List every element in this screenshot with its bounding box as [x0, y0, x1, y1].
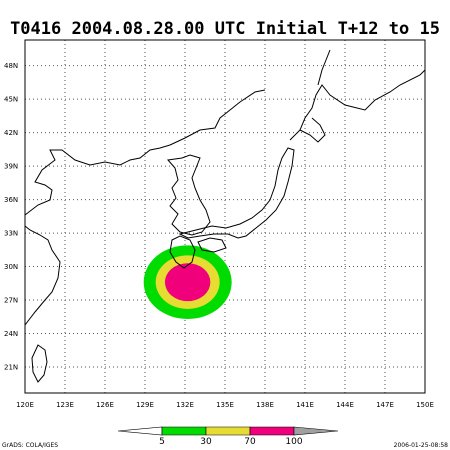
x-tick-label: 132E [176, 401, 194, 409]
footer-right: 2006-01-25-08:58 [394, 442, 449, 449]
y-tick-label: 21N [4, 363, 18, 371]
y-tick-label: 48N [4, 62, 18, 70]
x-tick-label: 144E [336, 401, 354, 409]
y-tick-label: 39N [4, 163, 18, 171]
colorbar-label: 70 [244, 437, 256, 447]
tick-labels: 120E 123E 126E 129E 132E 135E 138E 141E 144E 147E… [4, 62, 434, 409]
colorbar: 5 30 70 100 [117, 426, 339, 447]
y-tick-label: 24N [4, 330, 18, 338]
y-tick-label: 42N [4, 129, 18, 137]
y-tick-label: 30N [4, 263, 18, 271]
x-tick-label: 126E [96, 401, 114, 409]
y-tick-label: 27N [4, 297, 18, 305]
y-tick-label: 36N [4, 196, 18, 204]
colorbar-label: 100 [285, 437, 302, 447]
probability-contours [143, 245, 232, 320]
coastlines [24, 49, 426, 383]
x-tick-label: 150E [416, 401, 434, 409]
map-frame [24, 39, 426, 394]
colorbar-label: 30 [200, 437, 212, 447]
shikoku [197, 237, 227, 253]
x-tick-label: 120E [16, 401, 34, 409]
china-coast [24, 225, 61, 326]
y-tick-label: 33N [4, 230, 18, 238]
x-tick-label: 129E [136, 401, 154, 409]
probability-region [165, 263, 211, 302]
mainland-coast [24, 89, 266, 216]
x-tick-label: 141E [296, 401, 314, 409]
x-tick-label: 147E [376, 401, 394, 409]
colorbar-swatch [249, 426, 295, 436]
x-tick-label: 135E [216, 401, 234, 409]
colorbar-label: 5 [159, 437, 165, 447]
kyushu [169, 235, 196, 269]
colorbar-swatch [293, 426, 339, 436]
hokkaido-sakhalin [289, 49, 426, 143]
korea [167, 154, 211, 236]
x-tick-label: 138E [256, 401, 274, 409]
y-tick-label: 45N [4, 96, 18, 104]
colorbar-swatch [205, 426, 251, 436]
colorbar-swatch [161, 426, 207, 436]
footer-left: GrADS: COLA/IGES [2, 442, 58, 449]
honshu [178, 147, 295, 239]
x-tick-label: 123E [56, 401, 74, 409]
title: T0416 2004.08.28.00 UTC Initial T+12 to … [10, 19, 440, 39]
taiwan [31, 344, 48, 383]
